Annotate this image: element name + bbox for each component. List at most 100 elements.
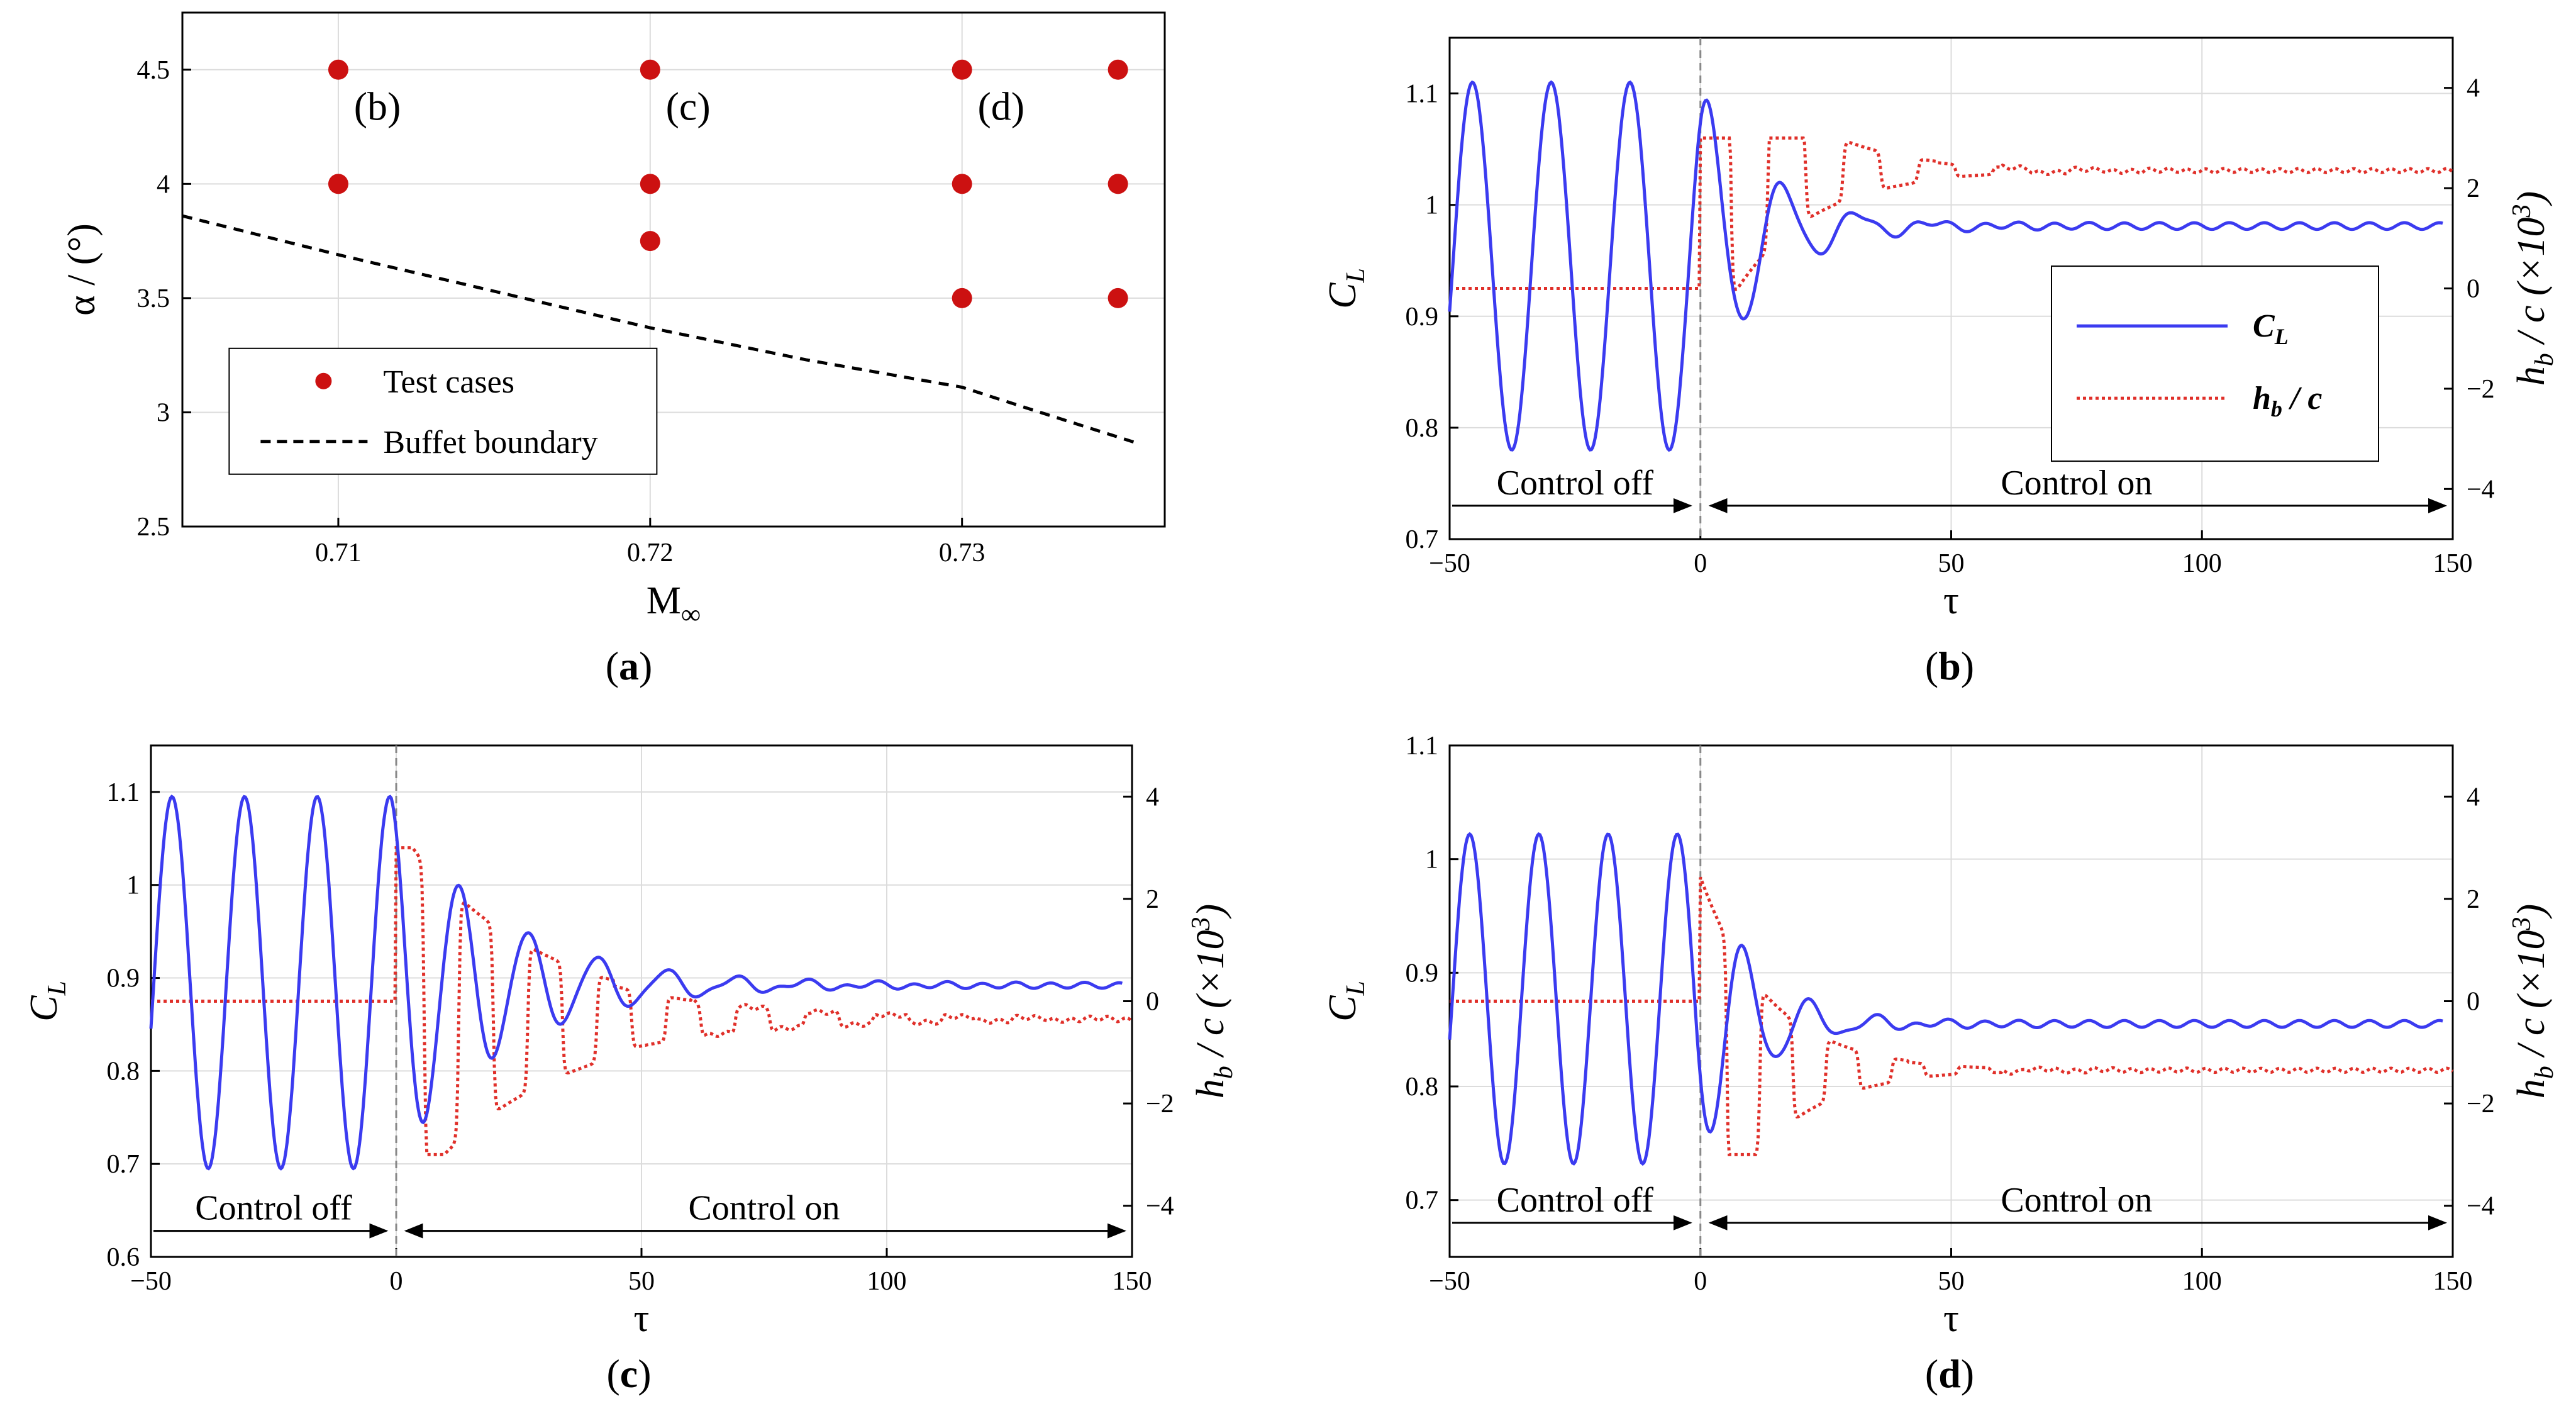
test-case-point — [328, 59, 348, 80]
test-case-point — [640, 59, 660, 80]
y-tick-label: 1.1 — [1406, 732, 1439, 761]
y2-axis-label-tail: ) — [2510, 191, 2553, 206]
y2-tick-label: −4 — [2467, 475, 2495, 504]
y2-axis-label-base: h — [1189, 1079, 1232, 1098]
y2-tick-label: 4 — [2467, 74, 2480, 103]
legend-marker — [315, 372, 332, 389]
test-case-point — [640, 174, 660, 194]
y-tick-label: 1 — [1425, 845, 1438, 874]
x-tick-label: 0 — [390, 1267, 403, 1296]
y-axis-label-base: C — [1321, 282, 1364, 309]
legend-hb-base: h — [2253, 381, 2271, 416]
test-case-point — [640, 231, 660, 252]
y2-axis-label: hb / c (×103) — [1187, 904, 1238, 1098]
y-tick-label: 3.5 — [137, 284, 170, 313]
x-axis-label: τ — [1943, 579, 1959, 622]
test-case-point — [328, 174, 348, 194]
caption-paren: ( — [606, 1351, 619, 1396]
control-off-label: Control off — [1497, 464, 1654, 503]
legend-hb-label: hb / c — [2253, 381, 2322, 421]
legend-hb-rest: / c — [2282, 381, 2323, 416]
caption-b: (b) — [1925, 644, 1974, 688]
y2-tick-label: 2 — [2467, 885, 2480, 914]
x-tick-label: 100 — [867, 1267, 907, 1296]
x-tick-label: 150 — [1113, 1267, 1152, 1296]
legend-cl-sub: L — [2274, 324, 2289, 349]
y-tick-label: 0.9 — [107, 964, 140, 993]
y-tick-label: 1.1 — [1406, 80, 1439, 109]
test-case-point — [952, 59, 972, 80]
case-annotation: (d) — [977, 84, 1024, 129]
caption-letter: a — [619, 644, 639, 688]
y2-axis-label: hb / c (×103) — [2507, 191, 2559, 386]
y2-axis-label-base: h — [2510, 1079, 2553, 1098]
y2-axis-label-sup: 3 — [2507, 204, 2536, 218]
y-axis-label: CL — [23, 981, 72, 1022]
y-tick-label: 0.9 — [1406, 959, 1439, 988]
x-tick-label: 0.71 — [315, 538, 362, 567]
legend-cl-base: C — [2253, 308, 2275, 344]
y-tick-label: 4.5 — [137, 56, 170, 85]
y-tick-label: 4 — [157, 170, 170, 199]
y-axis-label-sub: L — [1341, 981, 1370, 996]
legend-box — [228, 347, 658, 475]
y2-tick-label: 4 — [2467, 783, 2480, 812]
y2-tick-label: −2 — [2467, 375, 2495, 404]
caption-paren: ( — [606, 644, 619, 688]
panel-c: −50 0 50 100 150 0.6 0.7 0.8 0.9 1 1.1 −4 −2 0 2 4 Contr… — [23, 744, 1238, 1396]
test-case-point — [1108, 174, 1128, 194]
x-tick-label: 150 — [2433, 549, 2473, 578]
y-axis-label: α / (°) — [60, 223, 103, 316]
caption-d: (d) — [1925, 1351, 1974, 1396]
x-tick-label: 50 — [1938, 1267, 1965, 1296]
legend-cl-label: CL — [2253, 308, 2289, 349]
x-tick-label: 100 — [2182, 1267, 2222, 1296]
y-tick-label: 0.7 — [107, 1150, 140, 1179]
y-axis-label-base: C — [1321, 995, 1364, 1022]
caption-letter: b — [1938, 644, 1961, 688]
y-axis-label: CL — [1321, 268, 1370, 309]
hb-series-line — [151, 846, 1133, 1156]
y2-axis-label-sup: 3 — [1187, 917, 1216, 930]
cl-series-line — [149, 795, 1123, 1171]
x-axis-label: τ — [634, 1297, 650, 1340]
caption-paren: ) — [638, 1351, 651, 1396]
y-tick-label: 0.7 — [1406, 525, 1439, 554]
hb-series-line — [1450, 876, 2454, 1156]
y2-axis-label-sub: b — [2530, 353, 2559, 366]
caption-paren: ) — [1961, 1351, 1974, 1396]
x-axis-label: τ — [1943, 1297, 1959, 1340]
y-tick-label: 0.8 — [1406, 1073, 1439, 1102]
y-tick-label: 2.5 — [137, 513, 170, 542]
x-tick-label: −50 — [1429, 549, 1470, 578]
y2-tick-label: −4 — [1146, 1192, 1174, 1221]
x-tick-label: 0 — [1694, 1267, 1707, 1296]
y-tick-label: 0.6 — [107, 1243, 140, 1272]
y2-tick-label: 0 — [2467, 275, 2480, 304]
y2-tick-label: −4 — [2467, 1192, 2495, 1221]
x-tick-label: 100 — [2182, 549, 2222, 578]
x-tick-label: −50 — [130, 1267, 172, 1296]
x-tick-label: 50 — [628, 1267, 655, 1296]
y2-tick-label: −2 — [1146, 1090, 1174, 1119]
cl-series-line — [1448, 832, 2443, 1166]
caption-a: (a) — [606, 644, 653, 688]
test-case-point — [952, 174, 972, 194]
x-tick-label: 50 — [1938, 549, 1965, 578]
y2-axis-label-tail: ) — [2510, 904, 2553, 919]
x-axis-label: M∞ — [647, 579, 701, 630]
x-tick-label: 0 — [1694, 549, 1707, 578]
caption-letter: d — [1938, 1351, 1961, 1396]
x-axis-label-base: M — [647, 579, 681, 622]
y2-axis-label-base: h — [2510, 366, 2553, 386]
y-tick-label: 0.7 — [1406, 1186, 1439, 1215]
legend-box — [2051, 265, 2379, 462]
test-case-point — [1108, 287, 1128, 308]
y2-tick-label: −2 — [2467, 1090, 2495, 1119]
x-tick-label: 150 — [2433, 1267, 2473, 1296]
control-on-label: Control on — [688, 1189, 840, 1228]
y2-axis-label-rest: / c (×10 — [1189, 930, 1232, 1066]
control-off-label: Control off — [195, 1189, 352, 1228]
y2-axis-label-sup: 3 — [2507, 917, 2536, 930]
y-axis-label: CL — [1321, 981, 1370, 1022]
